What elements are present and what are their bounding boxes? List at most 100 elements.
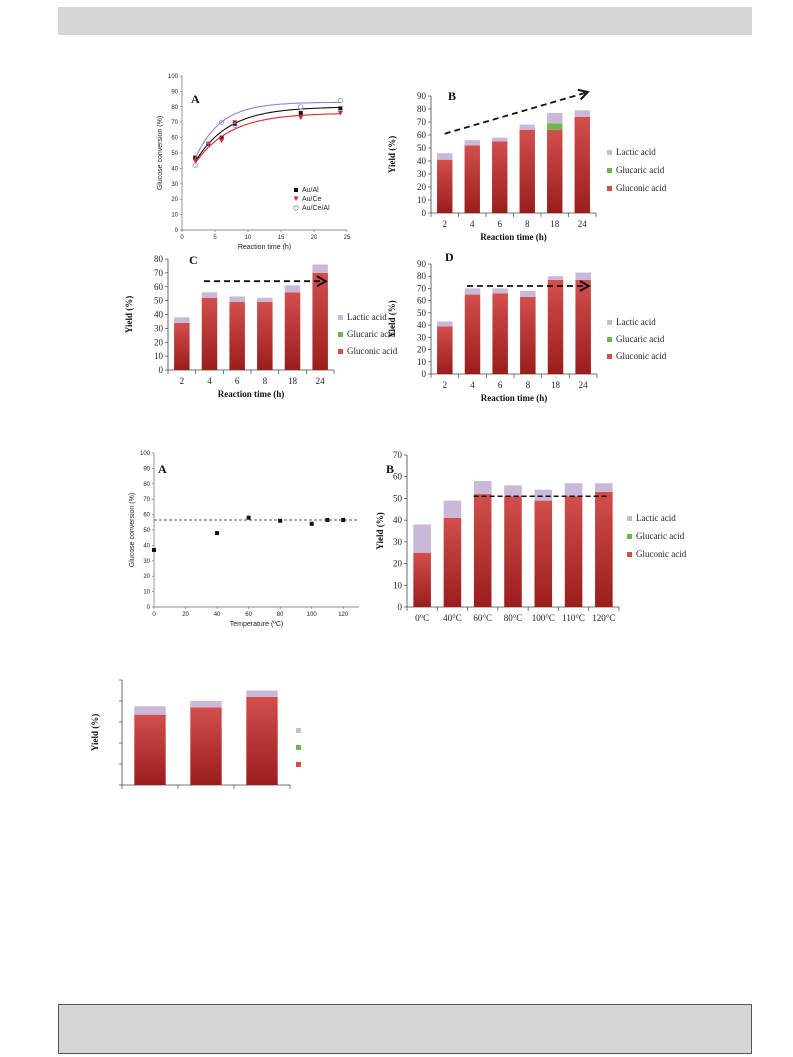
- x-tick-label: 20: [182, 612, 189, 618]
- bar-gluconic: [312, 272, 328, 370]
- y-tick-label: 70: [171, 120, 178, 126]
- bar-gluconic: [574, 116, 590, 213]
- y-tick-label: 50: [393, 493, 403, 503]
- bar-lactic: [574, 110, 590, 117]
- panel-letter: A: [191, 92, 200, 106]
- legend-label: Au/Ce/Al: [302, 205, 330, 212]
- bar-gluconic: [443, 517, 462, 607]
- bar-lactic: [437, 153, 453, 160]
- x-tick-label: 24: [316, 376, 326, 386]
- data-point: [192, 158, 198, 164]
- y-tick-label: 90: [417, 259, 427, 269]
- data-point: [278, 518, 283, 523]
- data-point: [219, 135, 224, 140]
- y-tick-label: 10: [393, 580, 403, 590]
- bar-gluconic: [473, 494, 492, 607]
- fit-curve: [194, 101, 341, 159]
- panel-letter: D: [445, 250, 454, 264]
- bar-lactic: [312, 264, 328, 273]
- y-tick-label: 60: [417, 296, 427, 306]
- bar-gluconic: [492, 293, 508, 374]
- y-axis-label: Glucose conversion (%): [129, 493, 136, 567]
- x-tick-label: 5: [213, 235, 217, 241]
- bar-gluconic: [520, 297, 536, 374]
- bar-lactic: [201, 292, 218, 298]
- legend-label: Glucaric acid: [636, 531, 685, 541]
- bar-lactic: [246, 690, 278, 697]
- bar-gluconic: [437, 159, 453, 213]
- x-axis-label: Reaction time (h): [481, 393, 547, 403]
- legend-swatch: [627, 534, 632, 539]
- bar-lactic: [413, 524, 431, 553]
- x-tick-label: 4: [470, 219, 475, 229]
- legend-label: Gluconic acid: [347, 346, 398, 356]
- x-tick-label: 24: [578, 219, 588, 229]
- bar-lactic: [547, 276, 564, 280]
- bar-glucaric: [547, 123, 563, 130]
- y-tick-label: 50: [417, 308, 427, 318]
- y-axis-label: Glucose conversion (%): [157, 116, 164, 190]
- bar-gluconic: [534, 500, 553, 607]
- legend-label: Lactic acid: [616, 147, 656, 157]
- x-tick-label: 2: [180, 376, 185, 386]
- bar-lactic: [575, 272, 591, 280]
- x-tick-label: 100: [307, 612, 318, 618]
- header-band: [58, 7, 752, 35]
- y-axis-label: Yield (%): [387, 300, 397, 337]
- bar-gluconic: [284, 292, 301, 370]
- panel-letter: B: [448, 89, 456, 103]
- bar-gluconic: [519, 129, 535, 213]
- data-point: [337, 110, 343, 116]
- legend-label: Lactic acid: [636, 513, 676, 523]
- legend-marker: [294, 188, 298, 192]
- x-axis-label: Reaction time (h): [238, 244, 291, 251]
- x-tick-label: 20: [311, 235, 318, 241]
- y-tick-label: 30: [417, 169, 427, 179]
- x-tick-label: 18: [551, 380, 561, 390]
- bar-lactic: [443, 500, 462, 518]
- bar-lactic: [519, 124, 535, 130]
- panel-letter: C: [189, 253, 198, 267]
- data-point: [337, 98, 343, 104]
- legend-swatch: [296, 762, 301, 767]
- y-tick-label: 20: [154, 337, 164, 347]
- bar-gluconic: [492, 141, 508, 213]
- bar-gluconic: [437, 326, 453, 374]
- bar-lactic: [534, 489, 553, 501]
- y-tick-label: 0: [159, 365, 164, 375]
- bar-gluconic: [174, 322, 190, 370]
- y-tick-label: 20: [143, 574, 150, 580]
- bar-gluconic: [413, 552, 431, 607]
- y-tick-label: 30: [417, 332, 427, 342]
- y-tick-label: 100: [168, 74, 179, 80]
- y-tick-label: 0: [422, 208, 427, 218]
- x-tick-label: 0°C: [415, 613, 429, 623]
- legend-label: Gluconic acid: [616, 183, 667, 193]
- chart-mid-a: 0 10 20 30 40 50 60 70 80 90 100 0 20 40 60 80 100 120 Glu…: [129, 451, 359, 628]
- y-tick-label: 80: [143, 482, 150, 488]
- fit-curve: [194, 113, 341, 164]
- y-tick-label: 60: [154, 282, 164, 292]
- data-point: [219, 119, 225, 125]
- footer-band: [58, 1004, 752, 1054]
- legend-swatch: [338, 332, 343, 337]
- data-point: [246, 515, 251, 520]
- bar-lactic: [284, 285, 301, 293]
- bar-lactic: [564, 483, 583, 497]
- legend-label: Glucaric acid: [616, 165, 665, 175]
- bar-lactic: [547, 112, 563, 124]
- bar-lactic: [464, 140, 480, 146]
- y-tick-label: 80: [417, 104, 427, 114]
- y-tick-label: 50: [417, 143, 427, 153]
- x-axis-label: Reaction time (h): [480, 232, 546, 242]
- bar-lactic: [174, 317, 190, 323]
- x-tick-label: 8: [263, 376, 268, 386]
- x-tick-label: 2: [443, 380, 448, 390]
- panel-letter: A: [158, 462, 167, 476]
- data-point: [232, 120, 238, 125]
- x-tick-label: 8: [526, 380, 531, 390]
- data-point: [232, 122, 238, 128]
- bar-lactic: [229, 296, 245, 303]
- bar-gluconic: [190, 707, 222, 785]
